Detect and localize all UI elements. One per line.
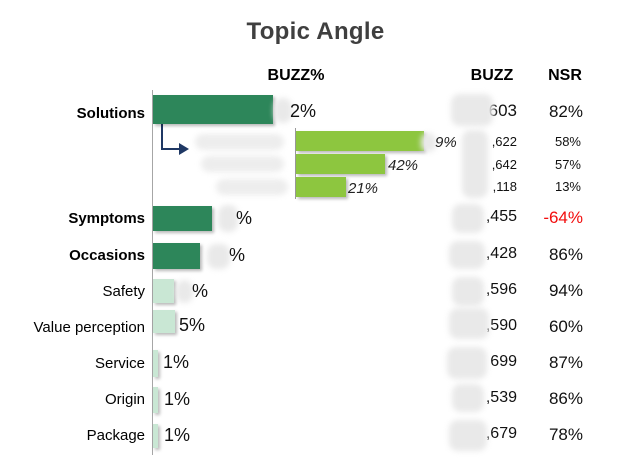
value-label-safety: %: [192, 281, 209, 301]
nsr-value-origin: 86%: [548, 389, 583, 408]
redacted-buzz-prefix-service: [447, 347, 487, 379]
bar-safety: [153, 279, 174, 303]
connector-arrowhead-icon: [179, 143, 189, 155]
bar-sub-3: [296, 177, 346, 197]
buzz-count-solutions: 603: [488, 101, 517, 120]
value-label-origin: 1%: [164, 389, 191, 409]
redacted-buzz-prefix-safety: [452, 277, 484, 306]
category-axis-line: [152, 90, 153, 455]
buzz-count-package: ,679: [485, 425, 517, 442]
row-label-value-perception: Value perception: [33, 319, 145, 336]
column-header-nsr: NSR: [548, 67, 582, 84]
row-label-solutions: Solutions: [76, 105, 145, 122]
sub-chart-axis-line: [295, 128, 296, 199]
redacted-value-prefix-occasions: [207, 244, 230, 269]
redacted-value-prefix-sub-1: [421, 133, 436, 152]
chart-title: Topic Angle: [246, 18, 385, 45]
nsr-value-package: 78%: [548, 425, 583, 444]
redacted-buzz-prefix-symptoms: [452, 204, 484, 233]
value-label-occasions: %: [229, 245, 246, 265]
bar-sub-1: [296, 131, 424, 151]
nsr-value-sub-2: 57%: [554, 157, 581, 172]
redacted-sub-label-3: [216, 179, 288, 195]
redacted-value-prefix-solutions: [274, 98, 292, 123]
nsr-value-safety: 94%: [548, 281, 583, 300]
nsr-value-sub-1: 58%: [554, 134, 581, 149]
nsr-value-occasions: 86%: [548, 245, 583, 264]
column-header-buzz-pct: BUZZ%: [267, 67, 325, 84]
row-label-safety: Safety: [102, 283, 145, 300]
buzz-count-value-perception: ,590: [485, 317, 517, 334]
value-label-solutions: 2%: [290, 101, 317, 121]
redacted-buzz-prefix-package: [449, 420, 487, 451]
nsr-value-solutions: 82%: [548, 102, 583, 121]
bar-occasions: [153, 243, 200, 269]
value-label-service: 1%: [163, 352, 190, 372]
buzz-count-sub-2: ,642: [491, 157, 517, 172]
buzz-count-occasions: ,428: [485, 245, 517, 262]
buzz-count-sub-1: ,622: [491, 134, 517, 149]
bar-package: [153, 424, 158, 448]
redacted-buzz-prefix-origin: [452, 384, 484, 412]
redacted-sub-label-1: [195, 134, 284, 150]
column-header-buzz: BUZZ: [470, 67, 514, 84]
bar-value-perception: [153, 310, 175, 333]
row-label-symptoms: Symptoms: [68, 210, 145, 227]
bar-sub-2: [296, 154, 385, 174]
row-label-service: Service: [94, 355, 145, 372]
value-label-value-perception: 5%: [179, 315, 206, 335]
buzz-count-sub-3: ,118: [492, 179, 517, 194]
redacted-buzz-prefix-value-perception: [449, 308, 489, 339]
buzz-count-service: 699: [490, 353, 517, 370]
redacted-value-prefix-safety: [176, 280, 193, 303]
row-label-package: Package: [86, 427, 145, 444]
nsr-value-service: 87%: [548, 353, 583, 372]
row-label-origin: Origin: [104, 391, 145, 408]
connector-arrow-vertical: [161, 124, 163, 150]
nsr-value-symptoms: -64%: [543, 208, 583, 227]
value-label-sub-3: 21%: [348, 180, 379, 197]
redacted-buzz-prefix-subrows: [462, 130, 488, 198]
redacted-sub-label-2: [201, 156, 284, 172]
value-label-sub-1: 9%: [435, 134, 457, 151]
bar-symptoms: [153, 206, 212, 231]
redacted-buzz-prefix-solutions: [451, 94, 493, 126]
redacted-value-prefix-symptoms: [218, 205, 238, 232]
bar-solutions: [153, 95, 273, 124]
bar-origin: [153, 387, 158, 413]
buzz-count-origin: ,539: [485, 389, 517, 406]
value-label-sub-2: 42%: [388, 157, 419, 174]
bar-service: [153, 350, 158, 377]
value-label-symptoms: %: [236, 208, 253, 228]
row-label-occasions: Occasions: [69, 247, 145, 264]
connector-arrow-horizontal: [161, 148, 180, 150]
buzz-count-safety: ,596: [485, 281, 517, 298]
nsr-value-sub-3: 13%: [554, 179, 581, 194]
value-label-package: 1%: [164, 425, 191, 445]
nsr-value-value-perception: 60%: [548, 317, 583, 336]
redacted-buzz-prefix-occasions: [449, 241, 485, 269]
buzz-count-symptoms: ,455: [485, 208, 517, 225]
